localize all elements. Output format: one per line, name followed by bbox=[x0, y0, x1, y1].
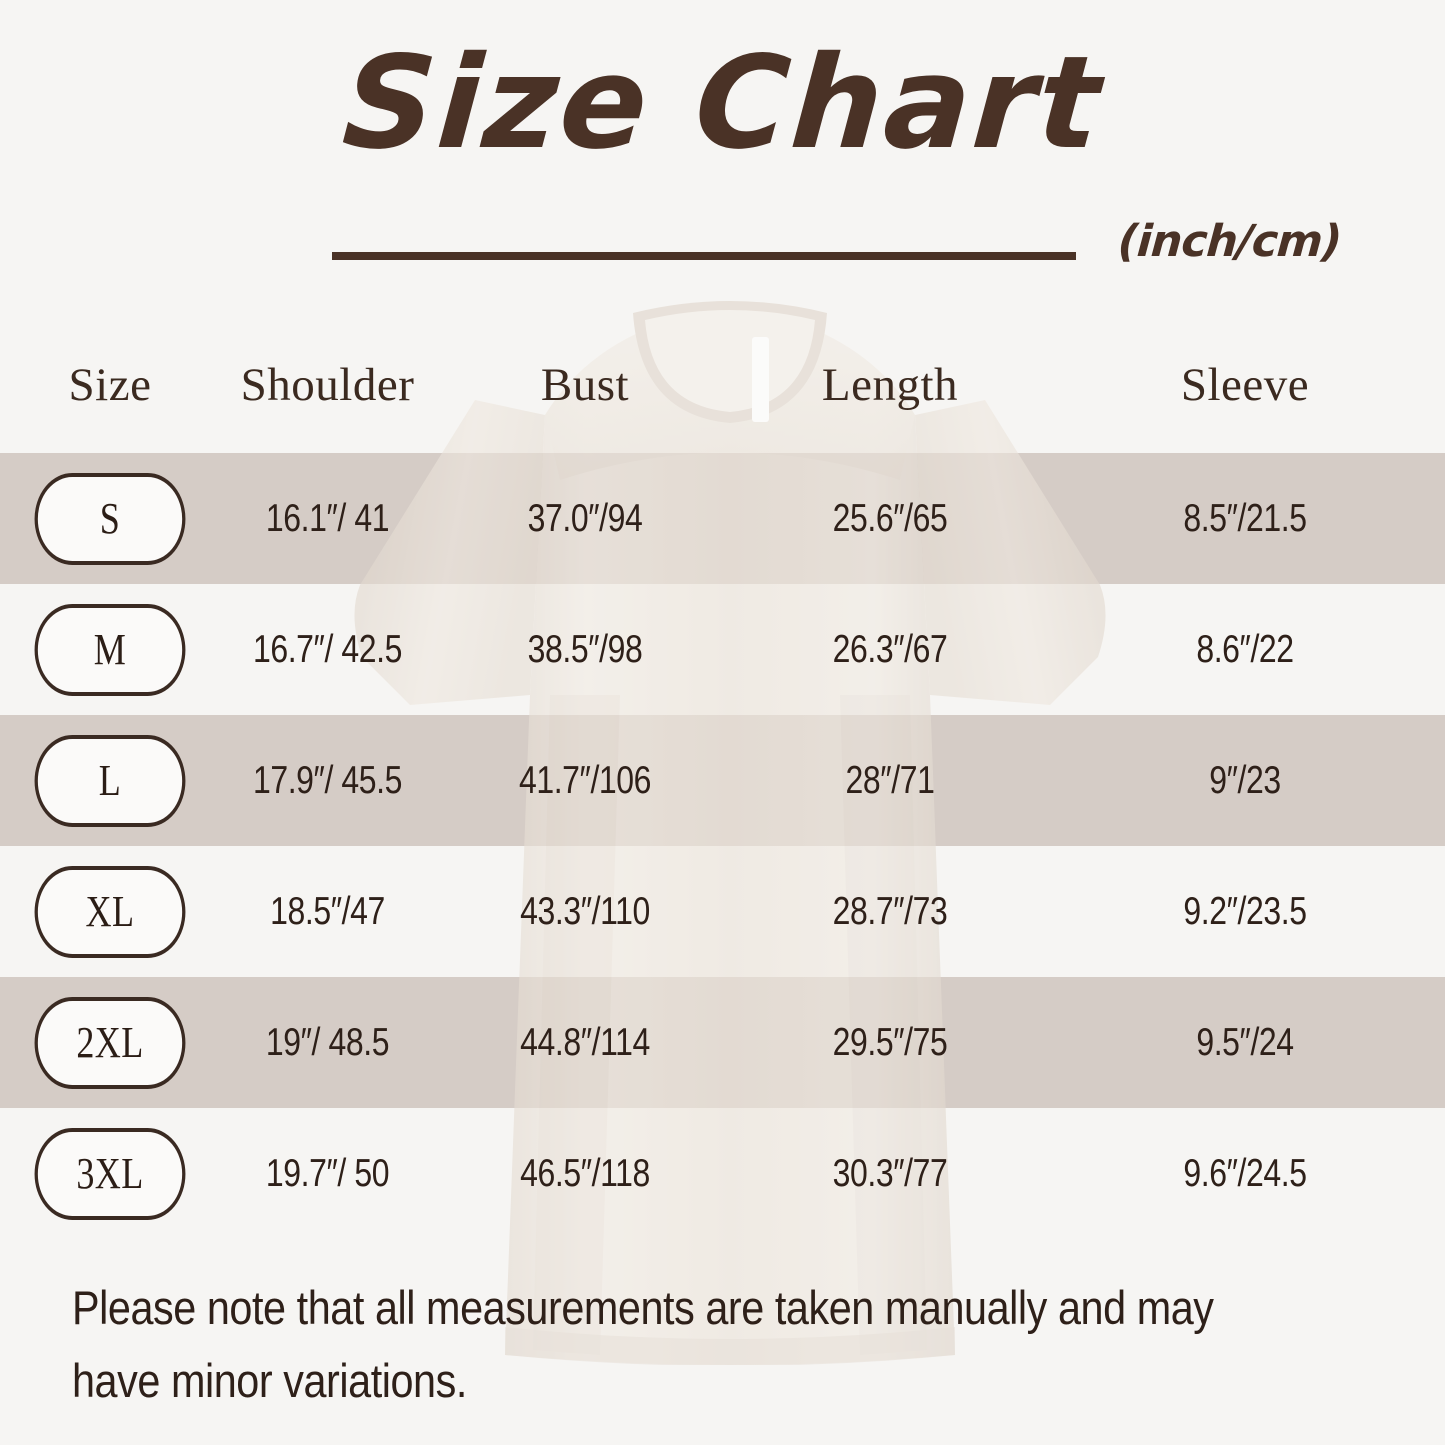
shoulder-value: 17.9″/ 45.5 bbox=[252, 758, 403, 802]
table-row: S 16.1″/ 41 37.0″/94 25.6″/65 8.5″/21.5 bbox=[0, 453, 1445, 584]
size-cell: 3XL bbox=[20, 1127, 200, 1220]
column-header-sleeve: Sleeve bbox=[1180, 359, 1310, 411]
size-cell: 2XL bbox=[20, 996, 200, 1089]
length-value: 30.3″/77 bbox=[832, 1151, 948, 1195]
table-row: 2XL 19″/ 48.5 44.8″/114 29.5″/75 9.5″/24 bbox=[0, 977, 1445, 1108]
sleeve-value: 9.2″/23.5 bbox=[1183, 889, 1307, 933]
size-cell: M bbox=[20, 603, 200, 696]
table-row: M 16.7″/ 42.5 38.5″/98 26.3″/67 8.6″/22 bbox=[0, 584, 1445, 715]
shoulder-value: 18.5″/47 bbox=[270, 889, 385, 933]
table-header-row: Size Shoulder Bust Length Sleeve bbox=[0, 330, 1445, 440]
shoulder-value: 16.1″/ 41 bbox=[265, 496, 390, 540]
column-header-length: Length bbox=[821, 359, 959, 411]
shoulder-value: 19.7″/ 50 bbox=[265, 1151, 390, 1195]
sleeve-value: 9″/23 bbox=[1209, 758, 1281, 802]
length-value: 26.3″/67 bbox=[832, 627, 948, 671]
size-badge-xl[interactable]: XL bbox=[34, 865, 186, 958]
size-badge-l[interactable]: L bbox=[34, 734, 186, 827]
size-badge-m[interactable]: M bbox=[34, 603, 186, 696]
length-value: 28.7″/73 bbox=[832, 889, 948, 933]
bust-value: 41.7″/106 bbox=[518, 758, 652, 802]
sleeve-value: 8.5″/21.5 bbox=[1183, 496, 1307, 540]
size-badge-s[interactable]: S bbox=[34, 472, 186, 565]
column-header-shoulder: Shoulder bbox=[240, 359, 415, 411]
bust-value: 44.8″/114 bbox=[520, 1020, 650, 1064]
size-badge-3xl[interactable]: 3XL bbox=[34, 1127, 186, 1220]
title-block: Size Chart bbox=[0, 28, 1445, 179]
size-cell: S bbox=[20, 472, 200, 565]
length-value: 25.6″/65 bbox=[832, 496, 948, 540]
size-badge-2xl[interactable]: 2XL bbox=[34, 996, 186, 1089]
table-row: 3XL 19.7″/ 50 46.5″/118 30.3″/77 9.6″/24.5 bbox=[0, 1108, 1445, 1239]
table-row: L 17.9″/ 45.5 41.7″/106 28″/71 9″/23 bbox=[0, 715, 1445, 846]
size-cell: L bbox=[20, 734, 200, 827]
bust-value: 46.5″/118 bbox=[520, 1151, 650, 1195]
sleeve-value: 9.5″/24 bbox=[1196, 1020, 1294, 1064]
column-header-bust: Bust bbox=[540, 359, 630, 411]
unit-note-label: (inch/cm) bbox=[1116, 216, 1343, 267]
sleeve-value: 8.6″/22 bbox=[1196, 627, 1294, 671]
size-cell: XL bbox=[20, 865, 200, 958]
sleeve-value: 9.6″/24.5 bbox=[1183, 1151, 1307, 1195]
footer-note: Please note that all measurements are ta… bbox=[72, 1281, 1214, 1407]
table-row: XL 18.5″/47 43.3″/110 28.7″/73 9.2″/23.5 bbox=[0, 846, 1445, 977]
length-value: 28″/71 bbox=[845, 758, 935, 802]
shoulder-value: 19″/ 48.5 bbox=[265, 1020, 390, 1064]
bust-value: 38.5″/98 bbox=[527, 627, 643, 671]
page-title: Size Chart bbox=[338, 29, 1107, 178]
bust-value: 37.0″/94 bbox=[527, 496, 643, 540]
shoulder-value: 16.7″/ 42.5 bbox=[252, 627, 403, 671]
title-underline-rule bbox=[332, 252, 1076, 260]
bust-value: 43.3″/110 bbox=[520, 889, 650, 933]
column-header-size: Size bbox=[68, 359, 152, 411]
length-value: 29.5″/75 bbox=[832, 1020, 948, 1064]
